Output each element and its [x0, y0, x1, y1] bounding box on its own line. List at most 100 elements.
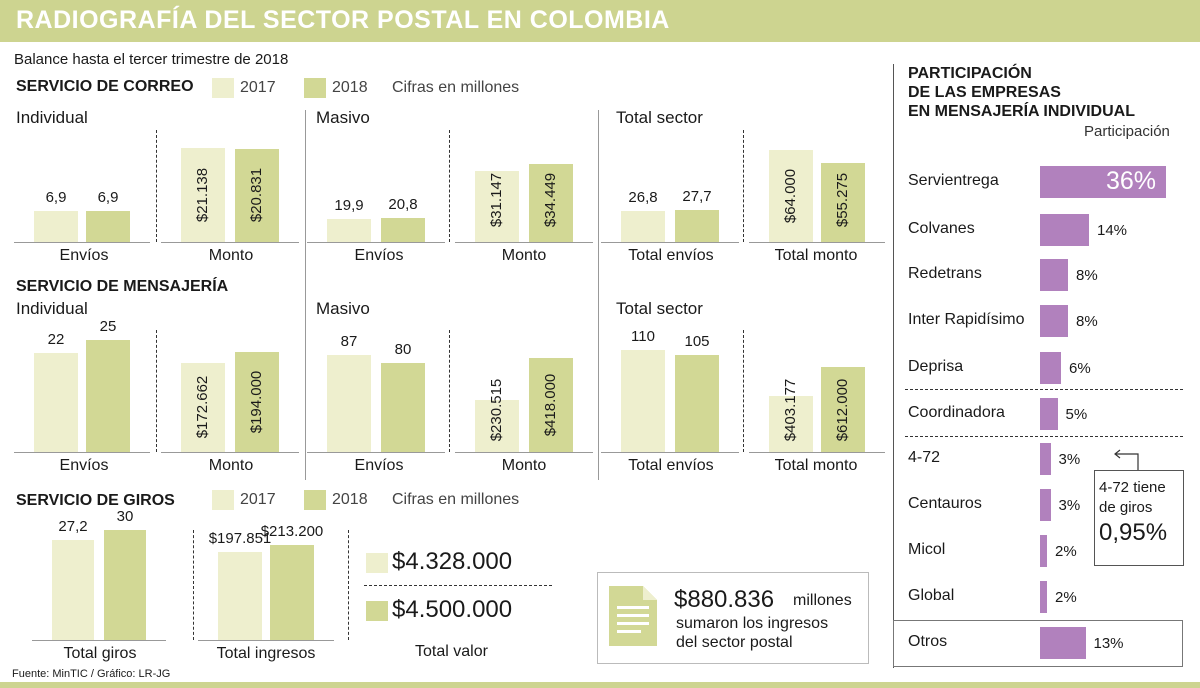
- x-axis-label: Monto: [501, 247, 547, 264]
- callout-line2: de giros: [1099, 499, 1153, 516]
- company-bar: [1040, 489, 1051, 521]
- ingresos-amount: $880.836: [674, 586, 775, 613]
- data-label: $213.200: [260, 523, 324, 540]
- bar-mensajeria_individual_envios-2018: [86, 340, 130, 452]
- correo-section-title: SERVICIO DE CORREO: [16, 78, 194, 95]
- data-label: $34.449: [542, 172, 559, 228]
- data-label: $612.000: [834, 378, 851, 441]
- page-title: RADIOGRAFÍA DEL SECTOR POSTAL EN COLOMBI…: [16, 6, 670, 34]
- bar-correo_individual_envios-2017: [34, 210, 78, 242]
- data-label: $64.000: [782, 168, 799, 224]
- x-axis-label: Monto: [208, 247, 254, 264]
- ingresos-line2: del sector postal: [676, 634, 793, 651]
- chart-baseline: [161, 452, 299, 453]
- chart-baseline: [14, 242, 150, 243]
- document-icon: [609, 586, 657, 646]
- company-pct: 13%: [1093, 635, 1124, 652]
- group-separator: [193, 530, 194, 640]
- bar-correo_individual_envios-2018: [86, 210, 130, 242]
- bar-correo_masivo_envios-2018: [381, 217, 425, 242]
- company-name: Deprisa: [908, 358, 964, 375]
- bar-mensajeria_individual_envios-2017: [34, 353, 78, 452]
- company-bar: [1040, 305, 1068, 337]
- data-label: 20,8: [388, 195, 418, 213]
- chart-baseline: [601, 452, 739, 453]
- company-bar: [1040, 535, 1047, 567]
- chart-baseline: [601, 242, 739, 243]
- giros-callout: [1094, 470, 1184, 566]
- company-name: Centauros: [908, 495, 982, 512]
- company-name: Colvanes: [908, 220, 975, 237]
- company-name: Redetrans: [908, 265, 982, 282]
- bar-mensajeria_total_envios-2017: [621, 350, 665, 452]
- data-label: $31.147: [488, 172, 505, 228]
- company-pct: 2%: [1055, 543, 1077, 560]
- group-separator: [743, 130, 744, 242]
- x-axis-label: Total envíos: [628, 247, 714, 264]
- company-pct: 2%: [1055, 589, 1077, 606]
- column-separator: [305, 110, 306, 480]
- source-note: Fuente: MinTIC / Gráfico: LR-JG: [12, 668, 171, 680]
- bar-mensajeria_masivo_monto-2018: [529, 358, 573, 452]
- bar-mensajeria_total_monto-2017: [769, 396, 813, 452]
- mensajeria-total-title: Total sector: [616, 299, 703, 318]
- bar-correo_masivo_envios-2017: [327, 218, 371, 242]
- company-bar: [1040, 581, 1047, 613]
- data-label: $403.177: [782, 378, 799, 442]
- correo-total-title: Total sector: [616, 108, 703, 127]
- company-bar: [1040, 352, 1061, 384]
- chart-baseline: [307, 452, 445, 453]
- company-pct: 3%: [1058, 451, 1081, 468]
- company-name: Micol: [908, 541, 946, 558]
- bar-correo_individual_monto-2018: [235, 148, 279, 242]
- header-bar: [0, 0, 1200, 42]
- company-name: Inter Rapidísimo: [908, 311, 1025, 328]
- company-name: 4-72: [908, 449, 941, 466]
- participation-title: PARTICIPACIÓN DE LAS EMPRESAS EN MENSAJE…: [908, 64, 1135, 121]
- x-axis-label: Envíos: [59, 247, 109, 264]
- bar-correo_total_monto-2018: [821, 162, 865, 242]
- ingresos-unit: millones: [793, 592, 852, 609]
- mensajeria-masivo-title: Masivo: [316, 299, 370, 318]
- data-label: 22: [47, 331, 65, 349]
- x-axis-label: Envíos: [59, 457, 109, 474]
- footer-bar: [0, 682, 1200, 688]
- otros-box: [893, 620, 1183, 667]
- x-axis-label: Monto: [501, 457, 547, 474]
- units-note: Cifras en millones: [392, 79, 520, 96]
- data-label: 26,8: [628, 188, 658, 206]
- data-label: 110: [631, 328, 655, 345]
- correo-masivo-title: Masivo: [316, 108, 370, 127]
- x-axis-label: Envíos: [354, 247, 404, 264]
- bar-correo_masivo_monto-2017: [475, 171, 519, 242]
- bar-mensajeria_masivo_monto-2017: [475, 400, 519, 452]
- participation-title-line: DE LAS EMPRESAS: [908, 84, 1061, 101]
- bar-correo_total_monto-2017: [769, 150, 813, 242]
- chart-baseline: [455, 242, 593, 243]
- group-separator: [449, 130, 450, 242]
- company-bar: [1040, 627, 1086, 659]
- x-axis-label: Total ingresos: [216, 645, 316, 662]
- x-axis-label: Total giros: [63, 645, 137, 662]
- data-label: $194.000: [248, 370, 265, 434]
- bar-mensajeria_individual_monto-2017: [181, 362, 225, 452]
- bar-correo_total_envios-2017: [621, 210, 665, 242]
- data-label: $230.515: [488, 378, 505, 442]
- data-label: $55.275: [834, 172, 851, 228]
- group-separator: [449, 330, 450, 452]
- bar-mensajeria_individual_monto-2018: [235, 352, 279, 452]
- mensajeria-section-title: SERVICIO DE MENSAJERÍA: [16, 278, 229, 295]
- data-label: 6,9: [97, 188, 119, 206]
- valor-2017: $4.328.000: [392, 548, 513, 575]
- chart-baseline: [14, 452, 150, 453]
- company-pct: 8%: [1076, 267, 1098, 284]
- data-label: 25: [99, 318, 117, 335]
- bar-giros_ingresos-2018: [270, 545, 314, 640]
- legend-swatch-2017: [212, 78, 234, 98]
- column-separator: [598, 110, 599, 480]
- bar-mensajeria_masivo_envios-2017: [327, 355, 371, 452]
- x-axis-label: Total monto: [774, 247, 858, 264]
- data-label: 27,7: [682, 187, 712, 205]
- company-name: Servientrega: [908, 172, 999, 189]
- data-label: 6,9: [45, 188, 67, 206]
